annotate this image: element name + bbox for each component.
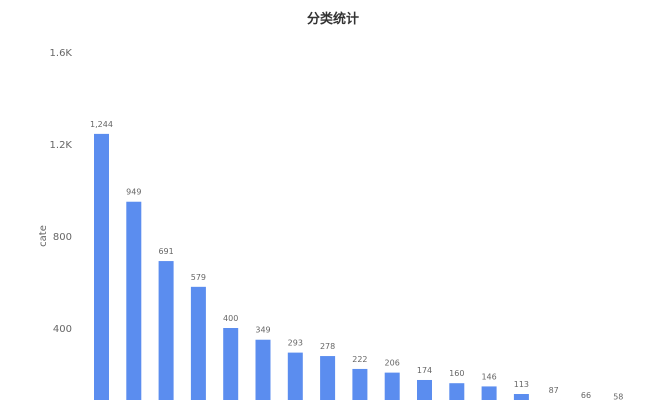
bar-value-label: 949	[126, 188, 141, 197]
bar-value-label: 691	[158, 247, 173, 256]
bar-value-label: 206	[385, 359, 400, 368]
bar-value-label: 222	[352, 355, 367, 364]
bar-value-label: 579	[191, 273, 206, 282]
chart-title: 分类统计	[307, 11, 359, 27]
bars	[94, 133, 562, 400]
y-axis-ticks: 400 800 1.2K 1.6K	[50, 48, 73, 335]
bar-value-label: 87	[549, 386, 559, 395]
bar	[320, 356, 336, 400]
bar-value-label: 400	[223, 314, 238, 323]
bar-value-label: 1,244	[90, 120, 113, 129]
bar	[481, 386, 497, 400]
y-tick-label: 800	[53, 232, 72, 243]
bar	[126, 201, 142, 400]
bar	[417, 379, 432, 400]
y-tick-label: 1.6K	[50, 48, 73, 59]
bar	[223, 328, 239, 400]
bar	[190, 286, 206, 400]
bar-value-label: 160	[449, 369, 464, 378]
bar-value-label: 58	[613, 393, 623, 400]
bar-value-label: 66	[581, 391, 591, 400]
bar-value-label: 113	[514, 380, 529, 389]
bar	[513, 394, 529, 400]
bar-value-label: 278	[320, 342, 335, 351]
bar-value-label: 293	[288, 339, 303, 348]
bar	[94, 133, 109, 400]
bar	[352, 368, 368, 400]
bar-value-label: 349	[255, 326, 270, 335]
bar	[158, 261, 174, 400]
bar	[255, 339, 271, 400]
y-tick-label: 400	[53, 324, 72, 335]
y-tick-label: 1.2K	[50, 140, 73, 151]
bar	[449, 383, 465, 400]
bar	[384, 372, 400, 400]
bar-value-label: 146	[481, 372, 496, 381]
bar-value-label: 174	[417, 366, 432, 375]
bar	[287, 352, 303, 400]
bar-value-labels: 1,244 949 691 579 400 349 293 278 222 206 174 160 14…	[90, 120, 623, 400]
y-axis-label: cate	[38, 225, 49, 247]
